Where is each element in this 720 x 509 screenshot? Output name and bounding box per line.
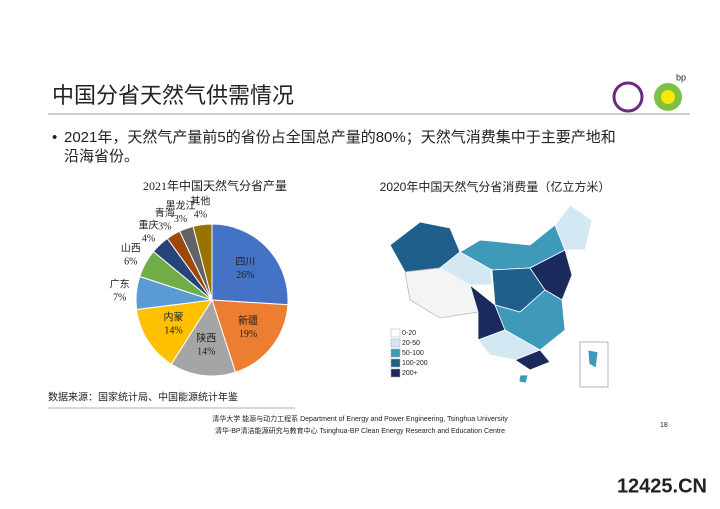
bullet-line: 2021年，天然气产量前5的省份占全国总产量的80%；天然气消费集中于主要产地和: [64, 128, 616, 146]
slice-label: 重庆: [139, 219, 159, 232]
bullet-line: 沿海省份。: [64, 148, 139, 165]
slice-label: 陕西: [196, 332, 216, 345]
sea-inset: [579, 341, 609, 388]
slice-value: 7%: [113, 293, 126, 304]
slice-value: 3%: [174, 214, 187, 225]
slice-value: 4%: [194, 209, 207, 220]
slice-label: 四川: [235, 257, 255, 268]
slice-label: 青海: [155, 206, 175, 219]
tsinghua-logo: [612, 81, 644, 113]
slice-label: 内蒙: [163, 311, 183, 324]
legend-swatch: [390, 348, 401, 358]
pie-slice: [170, 298, 237, 377]
legend-label: 100-200: [402, 360, 428, 367]
region: [529, 249, 573, 301]
legend-swatch: [390, 328, 401, 338]
legend-label: 20-50: [402, 340, 420, 347]
slice-value: 4%: [142, 234, 155, 245]
legend-label: 200+: [402, 370, 418, 377]
slice-value: 14%: [164, 326, 182, 337]
source: 数据来源：国家统计局、中国能源统计年鉴: [48, 391, 238, 404]
bullet-dot: •: [52, 129, 57, 146]
slice-value: 14%: [197, 347, 215, 358]
pie-slice: [211, 299, 289, 373]
watermark: 12425.CN: [617, 475, 707, 497]
slice-value: 19%: [239, 329, 257, 340]
pie-slice: [192, 223, 213, 301]
slice-label: 其他: [190, 194, 210, 207]
region: [514, 349, 551, 371]
footer-line: 清华-BP清洁能源研究与教育中心 Tsinghua-BP Clean Energ…: [215, 426, 505, 435]
map-legend: 0-20 20-50 50-100 100-200 200+: [390, 328, 428, 378]
footer-line: 清华大学 能源与动力工程系 Department of Energy and P…: [212, 414, 508, 423]
slice-label: 新疆: [238, 314, 258, 327]
slice-value: 3%: [158, 221, 171, 232]
slice-value: 6%: [124, 257, 137, 268]
region: [554, 204, 593, 251]
slice-value: 26%: [236, 270, 254, 281]
page-number: 18: [660, 422, 668, 429]
bp-text: bp: [676, 72, 686, 82]
slide-title: 中国分省天然气供需情况: [52, 83, 294, 108]
legend-label: 0-20: [402, 330, 416, 337]
region: [518, 374, 529, 384]
slice-label: 黑龙江: [166, 199, 196, 212]
bp-logo-core: [661, 90, 675, 104]
map-title: 2020年中国天然气分省消费量（亿立方米）: [380, 179, 611, 194]
pie-title: 2021年中国天然气分省产量: [143, 178, 287, 193]
pie-slice: [136, 299, 213, 365]
legend-swatch: [390, 368, 401, 378]
region: [587, 349, 599, 369]
legend-swatch: [390, 358, 401, 368]
map: [389, 204, 599, 384]
legend-swatch: [390, 338, 401, 348]
legend-label: 50-100: [402, 350, 424, 357]
slice-label: 广东: [110, 278, 130, 291]
pie: 四川26%新疆19%陕西14%内蒙14%广东7%山西6%重庆4%青海3%黑龙江3…: [110, 194, 289, 377]
slice-label: 山西: [121, 243, 141, 255]
pie-slice: [211, 223, 289, 306]
